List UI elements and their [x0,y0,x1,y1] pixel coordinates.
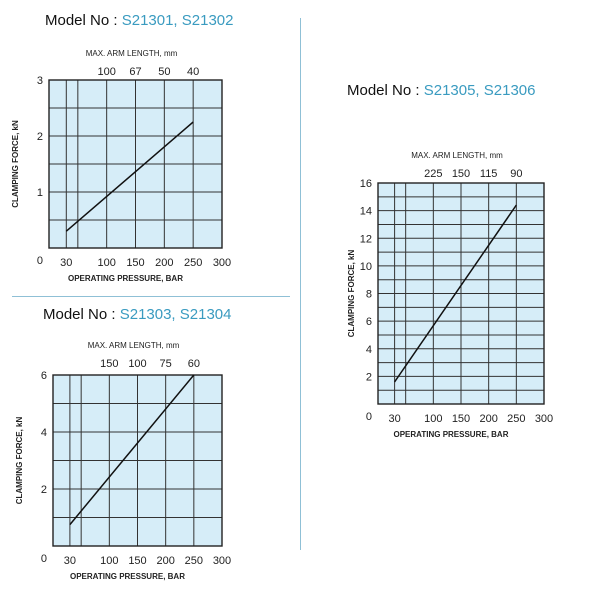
chart-2-y-tick-label: 6 [41,370,47,382]
chart-2-top-tick-label: 150 [100,358,118,370]
chart-3-y-tick-label: 8 [366,289,372,301]
chart-3-y-tick-label: 14 [360,206,372,218]
chart-3-y-tick-label: 4 [366,344,372,356]
chart-2-x-axis-title: OPERATING PRESSURE, BAR [70,572,185,581]
chart-3-y-tick-label: 10 [360,261,372,273]
chart-2-x-tick-label: 200 [156,555,174,567]
chart-3-x-tick-label: 250 [507,413,525,425]
model-separator: : [109,12,122,29]
chart-3-y-tick-label: 12 [360,233,372,245]
chart-2-frame [52,374,223,547]
chart-1-frame [48,79,223,249]
chart-2-top-tick-label: 60 [188,358,200,370]
chart-1-x-axis-title: OPERATING PRESSURE, BAR [68,274,183,283]
chart-2-x-tick-label: 30 [64,555,76,567]
chart-3-x-tick-label: 30 [388,413,400,425]
chart-2-y-axis-title: CLAMPING FORCE, kN [15,417,24,505]
chart-2-x-tick-label: 300 [213,555,231,567]
chart-3-y-axis-title: CLAMPING FORCE, kN [347,250,356,338]
chart-3-top-axis-title: MAX. ARM LENGTH, mm [411,151,503,160]
chart-2-x-tick-label: 100 [100,555,118,567]
chart-3-y-tick-label: 2 [366,371,372,383]
chart-3-x-tick-label: 200 [479,413,497,425]
chart-3-y-tick-label: 16 [360,178,372,190]
chart-3-top-tick-label: 150 [452,168,470,180]
chart-3-x-tick-label: 100 [424,413,442,425]
chart-2-top-axis-title: MAX. ARM LENGTH, mm [88,341,180,350]
chart-1-x-tick-label: 200 [155,257,173,269]
model-numbers: S21301, S21302 [121,12,234,29]
chart-3-frame [377,182,545,405]
chart-3-y-tick-label: 6 [366,316,372,328]
chart-2-top-tick-label: 75 [160,358,172,370]
chart-1-top-tick-label: 50 [158,66,170,78]
chart-1-x-tick-label: 30 [60,257,72,269]
chart-2-x-tick-label: 250 [185,555,203,567]
horizontal-divider [12,296,290,297]
chart-1-x-tick-label: 100 [97,257,115,269]
chart-1-top-tick-label: 100 [97,66,115,78]
chart-3-x-tick-label: 150 [452,413,470,425]
model-prefix: Model No [45,12,110,29]
model-numbers: S21303, S21304 [119,306,232,323]
chart-1-top-tick-label: 40 [187,66,199,78]
chart-2-x-tick-label: 150 [128,555,146,567]
chart-1-y-tick-label: 3 [37,75,43,87]
chart-2-series-line [69,374,195,526]
chart-1-origin-label: 0 [37,255,43,267]
chart-1-series-line [65,121,194,232]
chart-1-y-tick-label: 2 [37,131,43,143]
chart-1-y-axis-title: CLAMPING FORCE, kN [11,120,20,208]
model-prefix: Model No [347,82,412,99]
chart-1-y-tick-label: 1 [37,187,43,199]
chart-3-top-tick-label: 225 [424,168,442,180]
model-numbers: S21305, S21306 [423,82,536,99]
chart-3-series-line [393,204,517,383]
chart-3-top-tick-label: 90 [510,168,522,180]
chart-2-y-tick-label: 2 [41,484,47,496]
chart-3-x-tick-label: 300 [535,413,553,425]
chart-1-top-tick-label: 67 [129,66,141,78]
chart-2-origin-label: 0 [41,553,47,565]
chart-2-top-tick-label: 100 [128,358,146,370]
chart-1-x-tick-label: 300 [213,257,231,269]
vertical-divider [300,18,301,550]
chart-1-x-tick-label: 250 [184,257,202,269]
model-label-1: Model No : S21301, S21302 [45,12,234,29]
model-prefix: Model No [43,306,108,323]
chart-3-x-axis-title: OPERATING PRESSURE, BAR [394,430,509,439]
chart-1-x-tick-label: 150 [126,257,144,269]
chart-2-y-tick-label: 4 [41,427,47,439]
model-separator: : [107,306,120,323]
chart-3-top-tick-label: 115 [480,168,498,180]
chart-1-top-axis-title: MAX. ARM LENGTH, mm [86,49,178,58]
model-label-2: Model No : S21303, S21304 [43,306,232,323]
chart-3-origin-label: 0 [366,411,372,423]
model-label-3: Model No : S21305, S21306 [347,82,536,99]
model-separator: : [411,82,424,99]
